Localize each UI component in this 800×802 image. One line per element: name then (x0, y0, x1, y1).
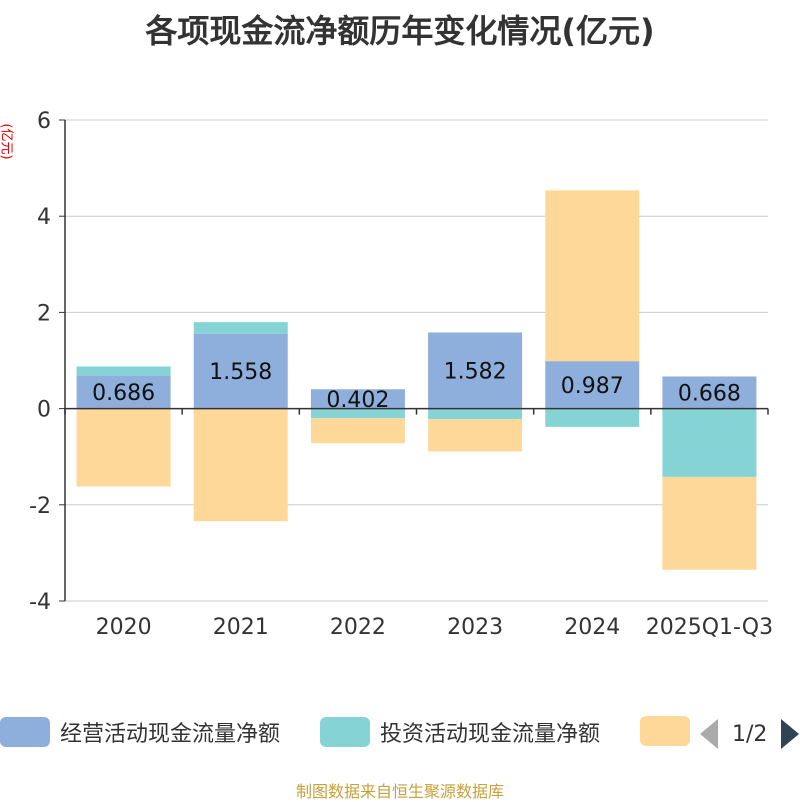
bar-layer (76, 190, 757, 570)
x-tick-label: 2025Q1-Q3 (646, 615, 773, 640)
bar-investing-2020[interactable] (76, 366, 171, 376)
bar-financing-2021[interactable] (193, 408, 288, 522)
bar-operating-2023[interactable] (428, 332, 523, 409)
legend-label-operating: 经营活动现金流量净额 (60, 722, 281, 747)
x-tick-label: 2021 (213, 615, 269, 640)
data-label: 0.668 (678, 382, 741, 407)
axis-layer: 6 4 2 0 -2 -4 2020 2021 2022 2023 2024 2025Q1-Q3 (29, 109, 773, 640)
data-label: 0.987 (561, 374, 624, 399)
legend-swatch-investing (320, 717, 370, 747)
bar-financing-2020[interactable] (76, 408, 171, 487)
legend-swatch-financing (640, 716, 690, 746)
legend-item-investing[interactable]: 投资活动现金流量净额 (320, 716, 600, 748)
legend-item-financing[interactable] (640, 716, 690, 746)
bar-operating-2022[interactable] (310, 389, 405, 409)
bar-operating-2020[interactable] (76, 375, 171, 409)
chart-title: 各项现金流净额历年变化情况(亿元) (145, 12, 655, 50)
y-tick-label: -2 (29, 494, 51, 519)
bar-investing-2023[interactable] (428, 408, 523, 420)
legend-swatch-operating (0, 717, 50, 747)
x-tick-label: 2020 (96, 615, 152, 640)
legend-pager: 1/2 (700, 716, 800, 752)
y-tick-label: 2 (37, 301, 51, 326)
y-tick-label: -4 (29, 590, 51, 615)
x-tick-label: 2024 (564, 615, 620, 640)
bar-financing-2023[interactable] (428, 419, 523, 452)
bar-financing-2024[interactable] (545, 190, 640, 362)
legend: 经营活动现金流量净额 投资活动现金流量净额 (0, 716, 800, 752)
data-label: 1.558 (209, 360, 272, 385)
y-tick-label: 4 (37, 205, 51, 230)
x-tick-label: 2023 (447, 615, 503, 640)
bar-investing-2021[interactable] (193, 322, 288, 334)
chevron-right-icon[interactable] (781, 719, 800, 749)
bar-investing-2022[interactable] (310, 408, 405, 419)
y-tick-label: 0 (37, 398, 51, 423)
bar-investing-2024[interactable] (545, 408, 640, 427)
chart-svg: 6 4 2 0 -2 -4 2020 2021 2022 2023 2024 2025Q1-Q3 0.… (29, 109, 773, 640)
data-label: 1.582 (444, 360, 507, 385)
legend-page-indicator: 1/2 (732, 721, 768, 747)
bar-operating-2021[interactable] (193, 333, 288, 409)
bar-financing-2022[interactable] (310, 418, 405, 444)
label-layer: 0.686 1.558 0.402 1.582 0.987 0.668 (92, 360, 741, 413)
y-tick-label: 6 (37, 109, 51, 134)
data-label: 0.402 (326, 388, 389, 413)
legend-label-investing: 投资活动现金流量净额 (380, 722, 601, 747)
bar-operating-2025Q1-Q3[interactable] (662, 376, 757, 409)
data-label: 0.686 (92, 381, 155, 406)
x-tick-label: 2022 (330, 615, 386, 640)
data-source-note: 制图数据来自恒生聚源数据库 (295, 782, 504, 801)
legend-item-operating[interactable]: 经营活动现金流量净额 (0, 716, 280, 748)
bar-operating-2024[interactable] (545, 361, 640, 409)
bar-financing-2025Q1-Q3[interactable] (662, 476, 757, 570)
chevron-left-icon[interactable] (700, 719, 718, 749)
bar-investing-2025Q1-Q3[interactable] (662, 408, 757, 477)
